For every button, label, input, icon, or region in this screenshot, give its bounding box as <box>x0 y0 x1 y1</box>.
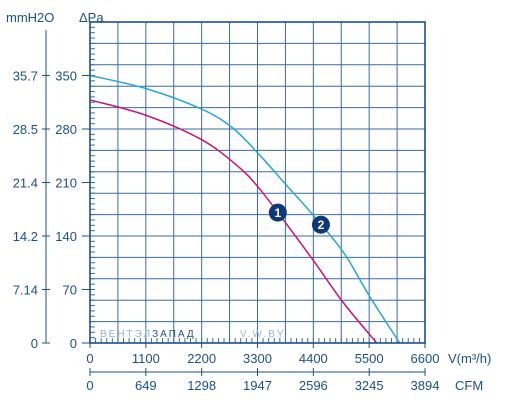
x-tick-label: 3300 <box>243 351 272 366</box>
y-tick-label-mmh2o: 0 <box>31 336 38 351</box>
watermark-brand-a: ВЕНТЭЛ <box>100 329 152 340</box>
y-axis-title-mmh2o: mmH2O <box>6 10 54 25</box>
y-tick-label-pa: 280 <box>55 122 77 137</box>
x2-tick-label: 3894 <box>411 378 440 393</box>
x-tick-label: 5500 <box>355 351 384 366</box>
svg-text:ВЕНТЭЛЗАПАД: ВЕНТЭЛЗАПАД <box>100 329 196 340</box>
y-tick-label-pa: 140 <box>55 229 77 244</box>
x2-tick-label: 1947 <box>243 378 272 393</box>
y-tick-label-mmh2o: 7.14 <box>13 283 38 298</box>
y-tick-label-pa: 70 <box>63 283 77 298</box>
y-tick-label-pa: 350 <box>55 69 77 84</box>
x2-tick-label: 2596 <box>299 378 328 393</box>
grid <box>90 22 425 343</box>
watermark: ВЕНТЭЛЗАПАД V.W.BY <box>100 329 286 340</box>
y-tick-label-mmh2o: 14.2 <box>13 229 38 244</box>
y-tick-label-pa: 210 <box>55 176 77 191</box>
watermark-site: V.W.BY <box>240 329 286 340</box>
x-tick-label: 6600 <box>411 351 440 366</box>
series-2-line <box>89 74 401 344</box>
series-2-label: 2 <box>318 218 325 232</box>
x2-tick-label: 649 <box>135 378 157 393</box>
x2-tick-label: 3245 <box>355 378 384 393</box>
x-tick-label: 0 <box>86 351 93 366</box>
y-tick-label-mmh2o: 21.4 <box>13 176 38 191</box>
series-1-label: 1 <box>274 206 281 220</box>
x-tick-label: 2200 <box>187 351 216 366</box>
watermark-brand-b: ЗАПАД <box>152 329 196 340</box>
x-tick-label: 4400 <box>299 351 328 366</box>
series-1-badge <box>268 203 287 222</box>
y-tick-label-mmh2o: 35.7 <box>13 69 38 84</box>
series-lines: 12 <box>89 74 401 344</box>
series-1-line <box>89 99 378 344</box>
x-tick-label: 1100 <box>132 351 160 366</box>
y-tick-label-pa: 0 <box>70 336 77 351</box>
y-tick-label-mmh2o: 28.5 <box>13 122 38 137</box>
x2-tick-label: 0 <box>86 378 93 393</box>
x2-tick-label: 1298 <box>187 378 216 393</box>
axes: 0 1100 2200 3300 4400 5500 6600 0 649 1298 1947 259… <box>13 21 440 393</box>
x-axis-title-flow: V(m³/h) <box>448 351 491 366</box>
series-2-badge <box>311 215 330 234</box>
x2-axis-title-cfm: CFM <box>455 378 483 393</box>
y-axis-title-pa: ΔPa <box>79 10 104 25</box>
